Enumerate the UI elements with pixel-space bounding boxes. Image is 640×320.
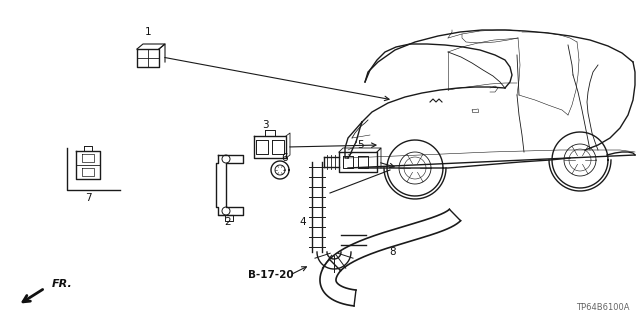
Text: 1: 1 [145,27,151,37]
Text: 6: 6 [282,153,288,163]
Text: FR.: FR. [52,279,73,289]
Text: 4: 4 [300,217,307,227]
Text: 2: 2 [225,217,231,227]
Text: 5: 5 [356,140,364,150]
Text: TP64B6100A: TP64B6100A [577,303,630,312]
Text: 7: 7 [84,193,92,203]
Text: 3: 3 [262,120,268,130]
Text: 8: 8 [390,247,396,257]
Text: B-17-20: B-17-20 [248,270,294,280]
